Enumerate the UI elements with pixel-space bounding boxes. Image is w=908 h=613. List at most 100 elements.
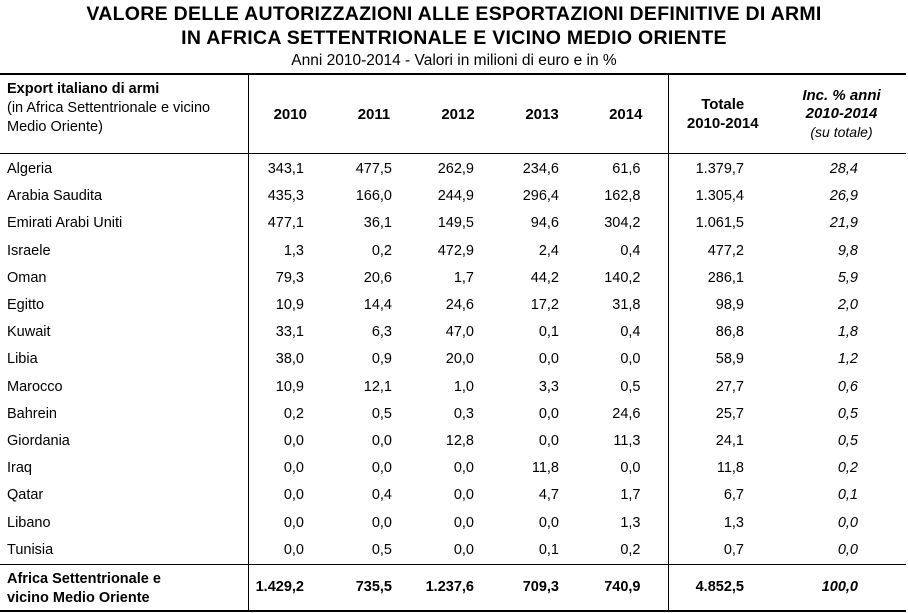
table-row: Libia 38,0 0,9 20,0 0,0 0,0 58,9 1,2 bbox=[0, 346, 906, 374]
table-row: Tunisia 0,0 0,5 0,0 0,1 0,2 0,7 0,0 bbox=[0, 536, 906, 565]
table-row: Oman 79,3 20,6 1,7 44,2 140,2 286,1 5,9 bbox=[0, 264, 906, 292]
value-2012: 24,6 bbox=[445, 297, 474, 314]
value-2011: 0,2 bbox=[371, 242, 392, 259]
country-name: Tunisia bbox=[7, 541, 54, 558]
subtitle: Anni 2010-2014 - Valori in milioni di eu… bbox=[291, 52, 617, 69]
value-2014: 1,3 bbox=[620, 514, 641, 531]
title-line-2: IN AFRICA SETTENTRIONALE E VICINO MEDIO … bbox=[181, 27, 727, 49]
value-2011: 166,0 bbox=[355, 188, 392, 205]
total-value: 24,1 bbox=[667, 427, 777, 456]
table-row: Emirati Arabi Uniti 477,1 36,1 149,5 94,6 304… bbox=[0, 210, 906, 238]
incidence-value: 21,9 bbox=[829, 215, 858, 232]
value-2010: 0,0 bbox=[247, 536, 332, 565]
value-2010: 10,9 bbox=[247, 291, 332, 320]
incidence-value: 0,6 bbox=[837, 378, 858, 395]
total-value: 1,3 bbox=[667, 509, 777, 537]
value-2014: 24,6 bbox=[612, 405, 641, 422]
incidence-value: 28,4 bbox=[829, 161, 858, 178]
value-2014: 1,7 bbox=[620, 487, 641, 504]
value-2012: 20,0 bbox=[445, 351, 474, 368]
value-2010: 477,1 bbox=[247, 210, 332, 238]
footer-total-row: Africa Settentrionale e vicino Medio Ori… bbox=[0, 563, 906, 612]
incidence-value: 0,1 bbox=[837, 487, 858, 504]
value-2012: 1,7 bbox=[453, 269, 474, 286]
value-2010: 33,1 bbox=[247, 319, 332, 347]
total-value: 1.305,4 bbox=[667, 183, 777, 211]
table-row: Giordania 0,0 0,0 12,8 0,0 11,3 24,1 0,5 bbox=[0, 427, 906, 456]
country-name: Arabia Saudita bbox=[7, 188, 103, 205]
country-name: Qatar bbox=[7, 487, 44, 504]
header-year-2011: 2011 bbox=[332, 73, 416, 154]
value-2014: 11,3 bbox=[613, 432, 641, 449]
header-row: Export italiano di armi (in Africa Sette… bbox=[0, 73, 906, 154]
country-name: Marocco bbox=[7, 378, 63, 395]
country-name: Algeria bbox=[7, 161, 53, 178]
value-2010: 343,1 bbox=[247, 153, 332, 184]
title-line-1: VALORE DELLE AUTORIZZAZIONI ALLE ESPORTA… bbox=[86, 3, 822, 25]
total-value: 1.061,5 bbox=[667, 210, 777, 238]
value-2011: 0,0 bbox=[371, 514, 392, 531]
country-name: Emirati Arabi Uniti bbox=[7, 215, 123, 232]
value-2011: 36,1 bbox=[363, 215, 392, 232]
value-2012: 262,9 bbox=[437, 161, 474, 178]
value-2010: 0,0 bbox=[247, 482, 332, 510]
value-2013: 0,1 bbox=[538, 324, 559, 341]
country-name: Bahrein bbox=[7, 405, 57, 422]
value-2014: 0,4 bbox=[620, 242, 641, 259]
value-2011: 0,5 bbox=[371, 405, 392, 422]
value-2013: 0,0 bbox=[538, 405, 559, 422]
total-value: 25,7 bbox=[667, 400, 777, 428]
value-2011: 0,5 bbox=[371, 541, 392, 558]
value-2010: 38,0 bbox=[247, 346, 332, 374]
value-2013: 0,0 bbox=[538, 351, 559, 368]
country-name: Kuwait bbox=[7, 324, 51, 341]
header-year-2014: 2014 bbox=[584, 73, 668, 154]
value-2010: 0,0 bbox=[247, 509, 332, 537]
footer-value-2010: 1.429,2 bbox=[247, 563, 332, 612]
table-row: Egitto 10,9 14,4 24,6 17,2 31,8 98,9 2,0 bbox=[0, 291, 906, 320]
total-value: 58,9 bbox=[667, 346, 777, 374]
value-2011: 12,1 bbox=[363, 378, 392, 395]
value-2013: 0,0 bbox=[538, 514, 559, 531]
header-total-line-1: Totale bbox=[701, 96, 745, 113]
country-name: Israele bbox=[7, 242, 51, 259]
value-2014: 0,5 bbox=[620, 378, 641, 395]
value-2012: 1,0 bbox=[453, 378, 474, 395]
header-year-2010: 2010 bbox=[247, 73, 332, 154]
table-row: Kuwait 33,1 6,3 47,0 0,1 0,4 86,8 1,8 bbox=[0, 319, 906, 347]
value-2013: 0,0 bbox=[538, 432, 559, 449]
value-2014: 0,2 bbox=[620, 541, 641, 558]
value-2012: 0,3 bbox=[453, 405, 474, 422]
incidence-value: 1,2 bbox=[837, 351, 858, 368]
total-value: 86,8 bbox=[667, 319, 777, 347]
incidence-value: 0,2 bbox=[837, 460, 858, 477]
total-value: 0,7 bbox=[667, 536, 777, 565]
value-2012: 0,0 bbox=[453, 541, 474, 558]
value-2014: 304,2 bbox=[604, 215, 641, 232]
value-2012: 149,5 bbox=[437, 215, 474, 232]
export-table: Export italiano di armi (in Africa Sette… bbox=[0, 73, 906, 612]
value-2010: 0,0 bbox=[247, 455, 332, 483]
incidence-value: 5,9 bbox=[837, 269, 858, 286]
header-country-subtitle: (in Africa Settentrionale e vicino Medio… bbox=[7, 100, 211, 135]
country-name: Libano bbox=[7, 514, 51, 531]
country-name: Egitto bbox=[7, 297, 45, 314]
table-row: Qatar 0,0 0,4 0,0 4,7 1,7 6,7 0,1 bbox=[0, 482, 906, 510]
value-2010: 0,0 bbox=[247, 427, 332, 456]
incidence-value: 0,0 bbox=[837, 541, 858, 558]
table-row: Israele 1,3 0,2 472,9 2,4 0,4 477,2 9,8 bbox=[0, 237, 906, 265]
table-row: Algeria 343,1 477,5 262,9 234,6 61,6 1.379,7 28… bbox=[0, 153, 906, 184]
value-2014: 61,6 bbox=[612, 161, 641, 178]
header-inc-line-2: 2010-2014 bbox=[805, 105, 878, 122]
value-2011: 14,4 bbox=[363, 297, 392, 314]
value-2013: 3,3 bbox=[538, 378, 559, 395]
total-value: 286,1 bbox=[667, 264, 777, 292]
value-2011: 0,0 bbox=[371, 460, 392, 477]
table-row: Marocco 10,9 12,1 1,0 3,3 0,5 27,7 0,6 bbox=[0, 373, 906, 401]
header-country-title: Export italiano di armi bbox=[7, 81, 160, 97]
header-total: Totale 2010-2014 bbox=[667, 73, 777, 154]
value-2013: 94,6 bbox=[530, 215, 559, 232]
value-2013: 17,2 bbox=[530, 297, 559, 314]
value-2010: 0,2 bbox=[247, 400, 332, 428]
incidence-value: 0,5 bbox=[837, 405, 858, 422]
